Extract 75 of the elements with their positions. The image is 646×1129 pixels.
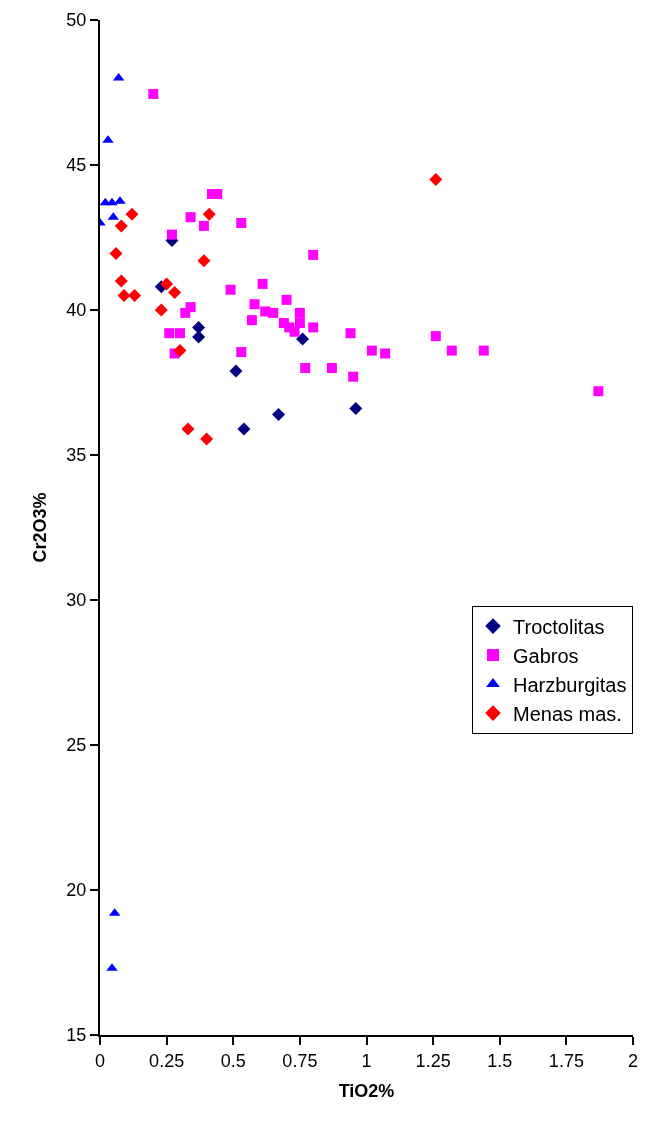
point (326, 363, 337, 373)
y-tick-label: 35 (66, 445, 87, 466)
point (225, 284, 236, 295)
point (237, 422, 251, 436)
point (164, 328, 175, 339)
x-tick-label: 0.75 (282, 1050, 318, 1071)
point (197, 254, 211, 268)
x-axis-title: TiO2% (338, 1081, 395, 1102)
point (366, 345, 377, 356)
point (593, 386, 604, 397)
y-tick-label: 30 (66, 590, 87, 611)
point (349, 402, 363, 416)
point (300, 363, 311, 373)
point (268, 307, 279, 318)
x-tick-label: 1 (361, 1050, 372, 1071)
legend-label: Troctolitas (513, 615, 605, 638)
point (348, 371, 359, 382)
point (185, 212, 196, 223)
point (148, 88, 159, 99)
point (200, 432, 214, 446)
y-tick-label: 40 (66, 300, 87, 321)
point (289, 326, 300, 337)
point (478, 345, 489, 356)
point (166, 229, 177, 240)
point (202, 207, 216, 221)
legend-label: Menas mas. (513, 702, 622, 725)
point (173, 344, 187, 358)
legend-label: Gabros (513, 644, 579, 667)
point (168, 286, 182, 300)
point (294, 307, 305, 318)
point (345, 328, 356, 339)
point (236, 347, 247, 358)
point (380, 348, 391, 359)
point (308, 322, 319, 333)
point (294, 318, 305, 329)
point (446, 345, 457, 356)
point (180, 307, 191, 318)
point (154, 303, 168, 317)
x-tick-label: 0.25 (149, 1050, 185, 1071)
x-tick-label: 1.5 (487, 1050, 513, 1071)
y-tick-label: 45 (66, 155, 87, 176)
point (281, 294, 292, 305)
point (114, 219, 128, 233)
point (308, 249, 319, 260)
point (181, 422, 195, 436)
point (429, 173, 443, 186)
point (236, 218, 247, 228)
y-tick-label: 15 (66, 1025, 87, 1046)
point (192, 320, 206, 334)
point (246, 315, 257, 326)
point (117, 289, 131, 302)
y-axis-title: Cr2O3% (30, 492, 51, 563)
y-tick-label: 50 (66, 10, 87, 31)
point (249, 299, 260, 310)
point (257, 278, 268, 289)
point (192, 330, 206, 344)
point (229, 364, 243, 378)
point (114, 274, 128, 288)
point (109, 246, 123, 260)
point (128, 289, 142, 302)
x-tick-label: 1.25 (415, 1050, 451, 1071)
x-tick-label: 1.75 (548, 1050, 584, 1071)
x-tick-label: 0.5 (220, 1050, 246, 1071)
point (272, 407, 286, 421)
point (160, 277, 174, 291)
point (125, 207, 139, 221)
x-tick-label: 0 (94, 1050, 106, 1071)
point (198, 220, 209, 231)
legend-label: Harzburgitas (513, 673, 627, 696)
y-tick-label: 20 (66, 880, 87, 901)
point (296, 332, 310, 346)
x-tick-label: 2 (627, 1050, 639, 1071)
point (430, 331, 441, 342)
point (174, 328, 185, 339)
y-tick-label: 25 (66, 735, 87, 756)
